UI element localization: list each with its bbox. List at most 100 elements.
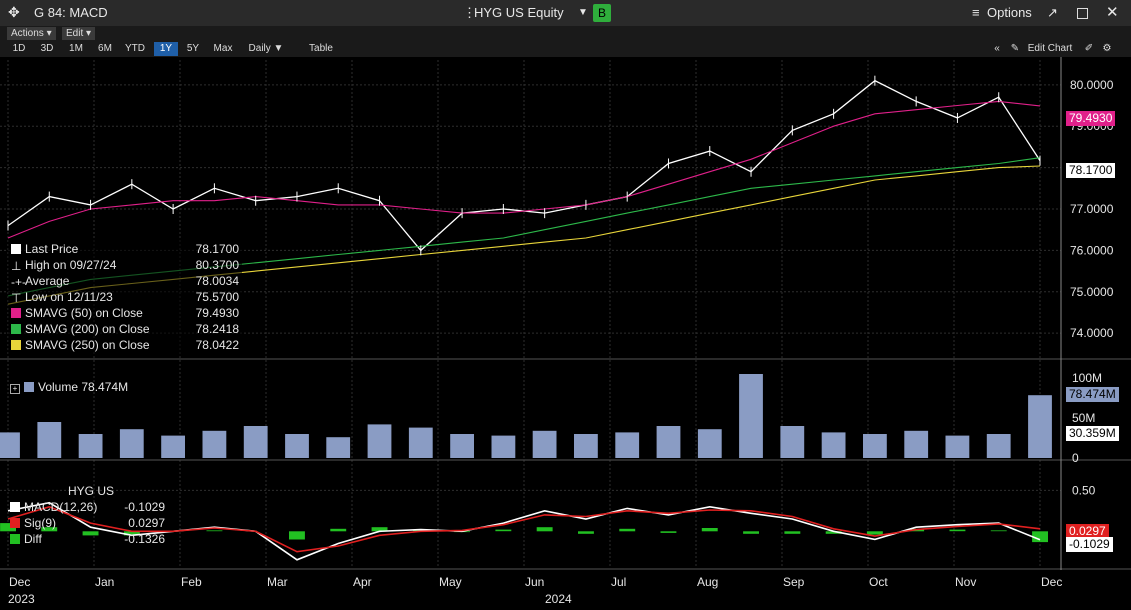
volume-bar bbox=[1028, 395, 1052, 458]
month-tick-label: Mar bbox=[267, 575, 288, 589]
price-tick-label: 80.0000 bbox=[1070, 78, 1114, 92]
options-button[interactable]: Options bbox=[987, 5, 1032, 20]
diff-bar bbox=[123, 531, 140, 536]
diff-bar bbox=[495, 529, 512, 532]
volume-bar bbox=[491, 435, 516, 458]
volume-panel bbox=[0, 374, 1052, 458]
month-tick-label: Aug bbox=[697, 575, 718, 589]
green-box-icon bbox=[10, 534, 20, 544]
price-tick-label: 74.0000 bbox=[1070, 326, 1114, 340]
collapse-icon[interactable]: « bbox=[994, 43, 1000, 54]
pencil-icon: ✎ bbox=[1010, 43, 1020, 54]
year-tick-label: 2024 bbox=[545, 592, 572, 606]
legend-sma50[interactable]: SMAVG (50) on Close 79.4930 bbox=[11, 305, 239, 321]
close-icon[interactable]: ✕ bbox=[1106, 4, 1119, 21]
legend-average: -+-Average 78.0034 bbox=[11, 274, 239, 289]
diff-bar bbox=[289, 531, 305, 540]
price-tick-label: 77.0000 bbox=[1070, 202, 1114, 216]
price-legend: Last Price 78.1700 ⊥ High on 09/27/24 80.37… bbox=[8, 240, 242, 354]
white-box-icon bbox=[10, 502, 20, 512]
range-6m[interactable]: 6M bbox=[98, 43, 112, 54]
volume-bar bbox=[780, 426, 805, 458]
table-button[interactable]: Table bbox=[309, 43, 333, 54]
diff-bar bbox=[41, 527, 58, 532]
last-price-tag: 78.1700 bbox=[1066, 163, 1116, 178]
menu-bar: Actions ▾ Edit ▾ bbox=[0, 26, 1131, 41]
volume-bar bbox=[408, 427, 433, 458]
security-field[interactable]: HYG US Equity bbox=[474, 5, 564, 20]
axes: Dec Jan Feb Mar Apr May Jun Jul Aug Sep Oct Nov Dec 2… bbox=[0, 57, 1131, 606]
volume-last-tag: 78.474M bbox=[1066, 387, 1119, 402]
volume-bar bbox=[821, 432, 846, 458]
volume-bar bbox=[904, 430, 929, 458]
edit-menu[interactable]: Edit ▾ bbox=[62, 27, 96, 40]
drag-handle-icon[interactable]: ⋮ bbox=[463, 5, 476, 20]
expand-icon[interactable]: + bbox=[10, 384, 20, 394]
legend-diff[interactable]: Diff -0.1326 bbox=[10, 531, 168, 547]
gear-icon[interactable]: ⚙ bbox=[1102, 43, 1112, 54]
volume-bar bbox=[863, 434, 887, 458]
price-tick-label: 75.0000 bbox=[1070, 285, 1114, 299]
window-title: G 84: MACD bbox=[34, 5, 108, 20]
volume-bar bbox=[78, 434, 103, 458]
green-box-icon bbox=[11, 324, 21, 334]
volume-bar bbox=[367, 424, 392, 458]
maximize-icon[interactable] bbox=[1077, 8, 1088, 19]
move-icon[interactable]: ✥ bbox=[8, 4, 20, 20]
signal-tag: 0.0297 bbox=[1066, 524, 1109, 539]
legend-low: ⊤ Low on 12/11/23 75.5700 bbox=[11, 290, 239, 305]
volume-bar bbox=[202, 430, 227, 458]
diff-bar bbox=[206, 530, 223, 532]
white-box-icon bbox=[11, 244, 21, 254]
month-tick-label: Nov bbox=[955, 575, 976, 589]
range-1d[interactable]: 1D bbox=[12, 43, 26, 54]
red-box-icon bbox=[10, 518, 20, 528]
volume-bar bbox=[37, 422, 62, 458]
diff-bar bbox=[701, 528, 718, 532]
volume-tick-label: 100M bbox=[1072, 371, 1102, 385]
diff-bar bbox=[371, 527, 388, 532]
edit-chart-button[interactable]: Edit Chart bbox=[1027, 43, 1073, 54]
legend-sma250[interactable]: SMAVG (250) on Close 78.0422 bbox=[11, 337, 239, 353]
month-tick-label: Dec bbox=[9, 575, 30, 589]
volume-bar bbox=[656, 426, 681, 458]
volume-bar bbox=[161, 435, 185, 458]
month-tick-label: Jul bbox=[611, 575, 626, 589]
month-tick-label: Apr bbox=[353, 575, 372, 589]
volume-tick-label: 0 bbox=[1072, 451, 1079, 465]
frequency-dropdown[interactable]: Daily ▼ bbox=[248, 43, 284, 54]
legend-last-price[interactable]: Last Price 78.1700 bbox=[11, 241, 239, 257]
volume-bar bbox=[945, 435, 970, 458]
actions-menu[interactable]: Actions ▾ bbox=[7, 27, 56, 40]
volume-bar bbox=[119, 429, 144, 458]
market-sector-badge[interactable]: B bbox=[593, 4, 611, 22]
diff-bar bbox=[0, 523, 16, 532]
diff-bar bbox=[866, 531, 883, 535]
average-line-icon: -+- bbox=[11, 275, 26, 289]
range-3d[interactable]: 3D bbox=[40, 43, 54, 54]
security-dropdown-icon[interactable]: ▼ bbox=[578, 7, 588, 18]
diff-bar bbox=[330, 528, 347, 532]
range-1m[interactable]: 1M bbox=[69, 43, 83, 54]
diff-bar bbox=[949, 529, 966, 532]
volume-bar bbox=[615, 432, 640, 458]
legend-sma200[interactable]: SMAVG (200) on Close 78.2418 bbox=[11, 321, 239, 337]
magenta-box-icon bbox=[11, 308, 21, 318]
volume-swatch bbox=[24, 382, 34, 392]
low-tick-icon: ⊤ bbox=[11, 291, 22, 305]
legend-macd[interactable]: MACD(12,26) -0.1029 bbox=[10, 499, 168, 515]
volume-bar bbox=[986, 434, 1011, 458]
range-5y[interactable]: 5Y bbox=[186, 43, 200, 54]
range-ytd[interactable]: YTD bbox=[125, 43, 145, 54]
diff-bar bbox=[660, 531, 677, 533]
range-max[interactable]: Max bbox=[213, 43, 233, 54]
diff-bar bbox=[990, 530, 1007, 532]
options-menu-icon[interactable]: ≡ bbox=[972, 5, 980, 20]
year-tick-label: 2023 bbox=[8, 592, 35, 606]
diff-bar bbox=[619, 528, 636, 532]
volume-label: Volume bbox=[38, 380, 79, 394]
annotate-icon[interactable]: ✐ bbox=[1084, 43, 1094, 54]
popout-icon[interactable]: ↗ bbox=[1047, 5, 1058, 20]
range-1y[interactable]: 1Y bbox=[154, 42, 178, 56]
legend-signal[interactable]: Sig(9) 0.0297 bbox=[10, 515, 168, 531]
